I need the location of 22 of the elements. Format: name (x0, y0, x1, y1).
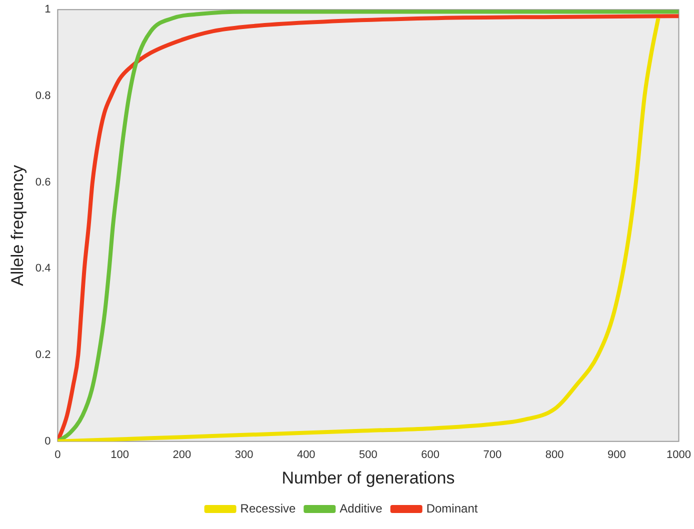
x-tick-label: 900 (607, 449, 626, 462)
legend-label: Additive (340, 501, 383, 516)
x-tick-label: 1000 (666, 449, 692, 462)
x-tick-label: 100 (110, 449, 129, 462)
y-axis-title: Allele frequency (8, 164, 27, 286)
x-tick-label: 300 (234, 449, 254, 462)
x-tick-label: 700 (483, 449, 502, 462)
y-tick-label: 0.2 (35, 349, 51, 362)
y-tick-label: 0 (44, 435, 51, 448)
x-tick-label: 400 (296, 449, 316, 462)
y-tick-label: 0.4 (35, 262, 51, 275)
x-tick-label: 0 (54, 449, 61, 462)
x-tick-label: 500 (359, 449, 378, 462)
y-tick-label: 0.6 (35, 176, 51, 188)
x-axis-title: Number of generations (282, 468, 455, 488)
legend-label: Recessive (240, 501, 296, 516)
x-tick-label: 600 (421, 449, 440, 462)
y-tick-label: 1 (44, 4, 51, 16)
y-tick-label: 0.8 (35, 90, 51, 102)
x-tick-label: 200 (172, 449, 192, 462)
x-tick-label: 800 (545, 449, 564, 462)
legend-label: Dominant (426, 501, 478, 516)
